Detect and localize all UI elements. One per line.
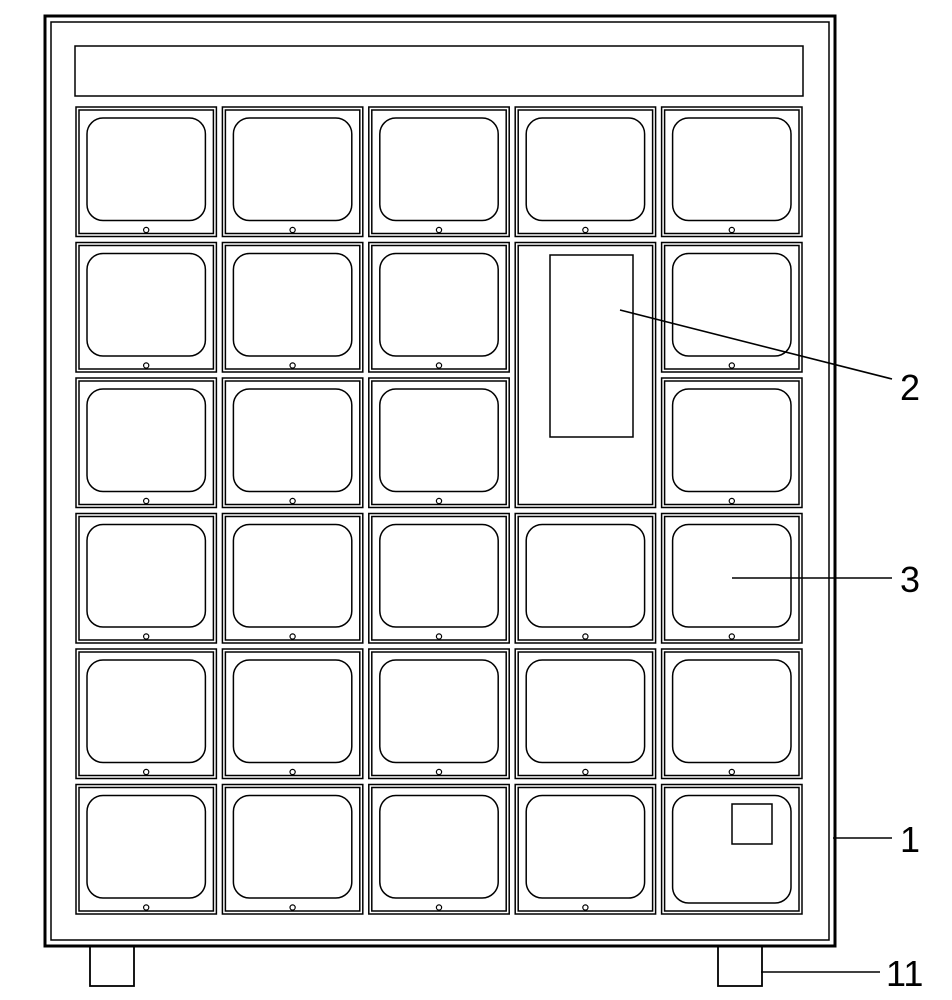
latch-dot <box>290 769 295 774</box>
locker-compartment <box>662 649 802 779</box>
locker-compartment <box>515 107 655 237</box>
latch-dot <box>290 905 295 910</box>
latch-dot <box>436 227 441 232</box>
latch-dot <box>729 498 734 503</box>
locker-compartment <box>76 107 216 237</box>
latch-dot <box>144 905 149 910</box>
diagram-svg: 23111 <box>0 0 952 1000</box>
locker-compartment <box>369 378 509 508</box>
latch-dot <box>436 634 441 639</box>
latch-dot <box>583 769 588 774</box>
latch-dot <box>436 769 441 774</box>
card-reader <box>732 804 772 844</box>
latch-dot <box>583 227 588 232</box>
locker-compartment <box>222 378 362 508</box>
locker-compartment <box>222 107 362 237</box>
callout-label: 3 <box>900 559 920 600</box>
latch-dot <box>144 769 149 774</box>
locker-compartment <box>515 649 655 779</box>
cabinet-body <box>45 16 835 946</box>
latch-dot <box>144 634 149 639</box>
locker-compartment <box>76 785 216 915</box>
locker-compartment <box>222 514 362 644</box>
latch-dot <box>583 634 588 639</box>
latch-dot <box>144 498 149 503</box>
callout-label: 2 <box>900 367 920 408</box>
header-panel <box>75 46 803 96</box>
locker-compartment <box>369 514 509 644</box>
locker-compartment <box>222 649 362 779</box>
latch-dot <box>290 498 295 503</box>
callout-3: 3 <box>732 559 920 600</box>
latch-dot <box>436 363 441 368</box>
cabinet-foot-2 <box>718 946 762 986</box>
latch-dot <box>144 363 149 368</box>
locker-compartment <box>515 514 655 644</box>
locker-compartment <box>222 243 362 373</box>
card-reader-compartment <box>662 785 802 915</box>
latch-dot <box>436 905 441 910</box>
latch-dot <box>290 634 295 639</box>
latch-dot <box>729 634 734 639</box>
callout-label: 11 <box>886 953 923 994</box>
locker-compartment <box>76 514 216 644</box>
locker-compartment <box>369 649 509 779</box>
locker-compartment <box>76 378 216 508</box>
latch-dot <box>729 363 734 368</box>
callout-1: 1 <box>833 819 920 860</box>
latch-dot <box>729 769 734 774</box>
latch-dot <box>144 227 149 232</box>
callout-11: 11 <box>761 953 923 994</box>
latch-dot <box>436 498 441 503</box>
latch-dot <box>290 227 295 232</box>
locker-compartment <box>662 378 802 508</box>
locker-compartment <box>369 107 509 237</box>
control-screen <box>550 255 633 437</box>
latch-dot <box>729 227 734 232</box>
locker-compartment <box>369 243 509 373</box>
control-panel-compartment <box>515 243 655 508</box>
latch-dot <box>290 363 295 368</box>
locker-compartment <box>76 243 216 373</box>
cabinet-foot-1 <box>90 946 134 986</box>
callout-label: 1 <box>900 819 920 860</box>
latch-dot <box>583 905 588 910</box>
locker-compartment <box>222 785 362 915</box>
locker-compartment <box>76 649 216 779</box>
locker-compartment <box>369 785 509 915</box>
locker-compartment <box>662 107 802 237</box>
locker-compartment <box>515 785 655 915</box>
locker-compartment <box>662 243 802 373</box>
diagram-stage: 23111 <box>0 0 952 1000</box>
